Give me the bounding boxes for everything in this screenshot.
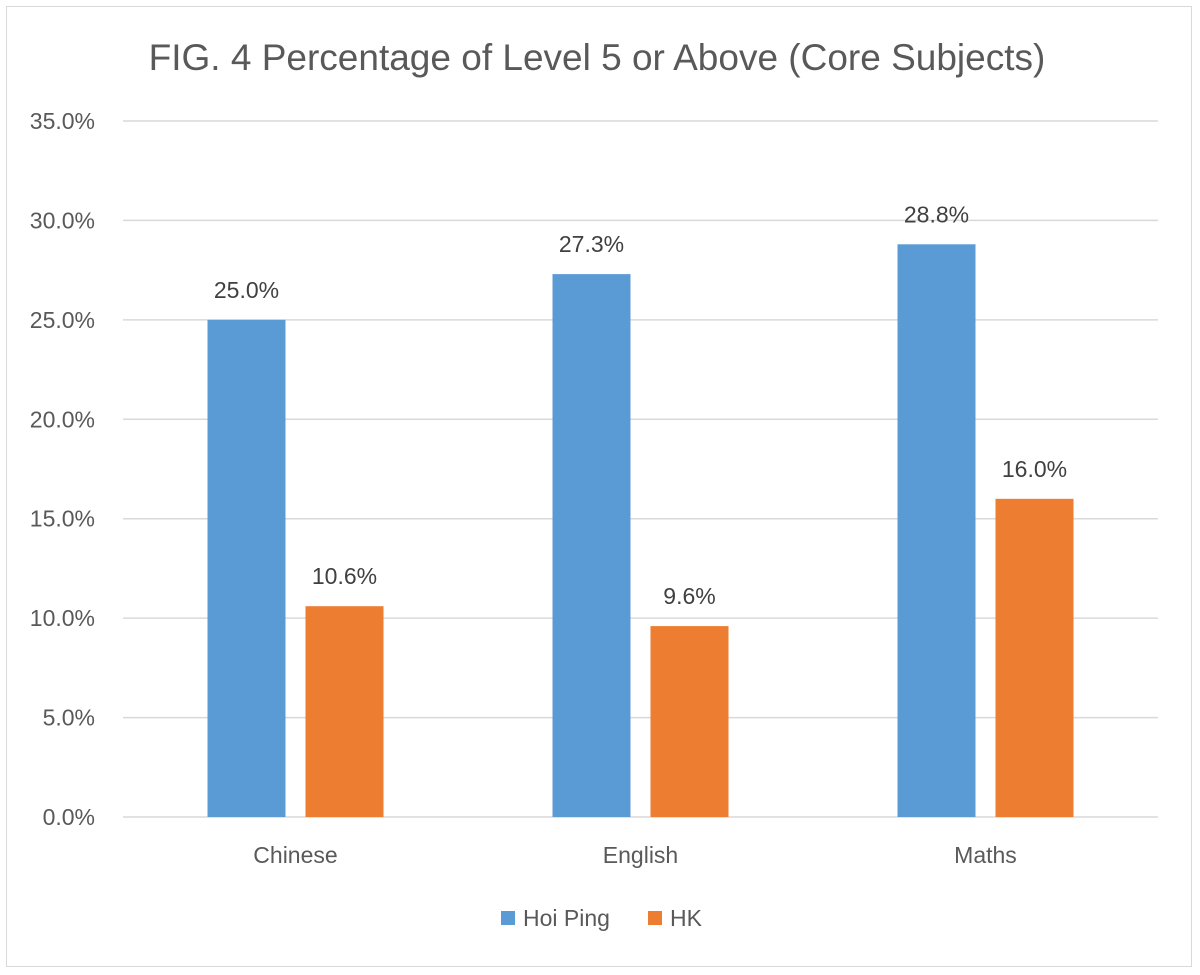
bar-hk xyxy=(650,626,729,817)
y-axis-ticks: 0.0% 5.0% 10.0% 15.0% 20.0% 25.0% 30.0% 35.0% xyxy=(30,108,95,830)
bar-hk xyxy=(305,606,384,817)
x-category-label: Maths xyxy=(954,842,1017,868)
chart-title: FIG. 4 Percentage of Level 5 or Above (C… xyxy=(149,37,1046,78)
bar-hk xyxy=(995,498,1074,817)
legend-label: Hoi Ping xyxy=(523,905,610,931)
data-label: 10.6% xyxy=(312,563,377,589)
legend-swatch xyxy=(648,911,662,925)
x-category-label: English xyxy=(603,842,678,868)
y-tick-label: 25.0% xyxy=(30,307,95,333)
bar-hoi-ping xyxy=(552,274,631,817)
data-label: 16.0% xyxy=(1002,456,1067,482)
legend-label: HK xyxy=(670,905,703,931)
bar-hoi-ping xyxy=(207,319,286,817)
y-tick-label: 0.0% xyxy=(43,804,95,830)
data-label: 25.0% xyxy=(214,277,279,303)
y-tick-label: 30.0% xyxy=(30,207,95,233)
legend: Hoi Ping HK xyxy=(501,905,703,931)
x-axis-categories: Chinese English Maths xyxy=(253,842,1017,868)
bar-hoi-ping xyxy=(897,244,976,817)
data-label: 9.6% xyxy=(663,583,715,609)
y-tick-label: 20.0% xyxy=(30,406,95,432)
gridlines xyxy=(123,120,1158,818)
data-label: 28.8% xyxy=(904,201,969,227)
y-tick-label: 35.0% xyxy=(30,108,95,134)
bars xyxy=(207,244,1074,817)
legend-swatch xyxy=(501,911,515,925)
data-label: 27.3% xyxy=(559,231,624,257)
y-tick-label: 10.0% xyxy=(30,605,95,631)
y-tick-label: 5.0% xyxy=(43,705,95,731)
data-labels: 25.0% 10.6% 27.3% 9.6% 28.8% 16.0% xyxy=(214,201,1067,609)
y-tick-label: 15.0% xyxy=(30,506,95,532)
x-category-label: Chinese xyxy=(253,842,337,868)
